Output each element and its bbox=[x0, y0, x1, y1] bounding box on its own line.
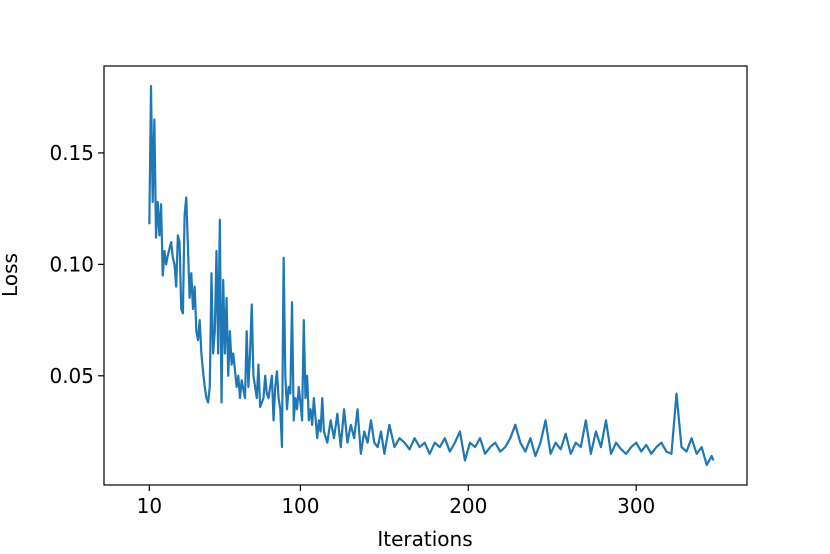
x-axis-label: Iterations bbox=[377, 527, 472, 551]
x-tick-label: 200 bbox=[449, 494, 487, 518]
x-tick-label: 100 bbox=[281, 494, 319, 518]
plot-frame bbox=[103, 65, 748, 486]
x-tick-label: 10 bbox=[137, 494, 162, 518]
loss-line bbox=[148, 84, 715, 467]
y-tick-label: 0.10 bbox=[49, 252, 94, 276]
y-axis-label: Loss bbox=[0, 253, 22, 297]
x-tick-label: 300 bbox=[617, 494, 655, 518]
y-tick-label: 0.15 bbox=[49, 141, 94, 165]
y-tick-label: 0.05 bbox=[49, 364, 94, 388]
